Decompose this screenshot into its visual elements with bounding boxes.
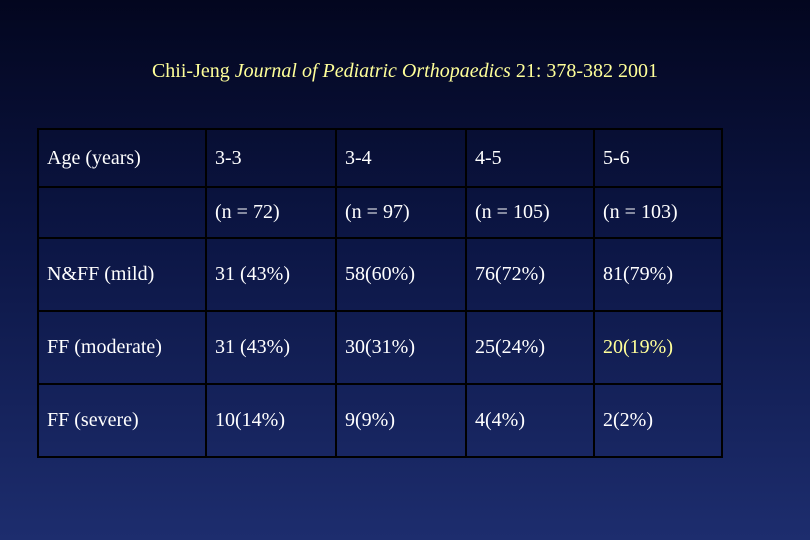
table-cell: Age (years): [37, 128, 207, 188]
table-cell: 31 (43%): [205, 310, 337, 385]
table-cell: (n = 72): [205, 186, 337, 239]
table-cell: 58(60%): [335, 237, 467, 312]
table-cell: 2(2%): [593, 383, 723, 458]
table-row: N&FF (mild) 31 (43%) 58(60%) 76(72%) 81(79%): [37, 237, 723, 312]
table-cell: 25(24%): [465, 310, 595, 385]
table-cell: 20(19%): [593, 310, 723, 385]
table-cell: 10(14%): [205, 383, 337, 458]
table-cell: 3-3: [205, 128, 337, 188]
table-cell: (n = 103): [593, 186, 723, 239]
table-row: FF (moderate) 31 (43%) 30(31%) 25(24%) 20(19…: [37, 310, 723, 385]
table-cell: 76(72%): [465, 237, 595, 312]
table-cell: FF (severe): [37, 383, 207, 458]
table-cell: (n = 105): [465, 186, 595, 239]
journal: Journal of Pediatric Orthopaedics: [234, 60, 511, 82]
table-row: Age (years) 3-3 3-4 4-5 5-6: [37, 128, 723, 188]
table-cell: 3-4: [335, 128, 467, 188]
table-cell: 31 (43%): [205, 237, 337, 312]
author: Chii-Jeng: [151, 60, 230, 82]
data-table: Age (years) 3-3 3-4 4-5 5-6 (n = 72) (n = 97)(…: [37, 128, 723, 458]
table-cell: 30(31%): [335, 310, 467, 385]
table-cell: 81(79%): [593, 237, 723, 312]
table-cell: 9(9%): [335, 383, 467, 458]
details: 21: 378-382 2001: [515, 60, 659, 82]
table-row: (n = 72) (n = 97) (n = 105) (n = 103): [37, 186, 723, 239]
table-cell: N&FF (mild): [37, 237, 207, 312]
table-cell: 4(4%): [465, 383, 595, 458]
table-row: FF (severe) 10(14%) 9(9%) 4(4%) 2(2%): [37, 383, 723, 458]
citation: Chii-Jeng Journal of Pediatric Orthopaed…: [0, 60, 810, 83]
table-cell: 4-5: [465, 128, 595, 188]
table-cell: [37, 186, 207, 239]
table-cell: (n = 97): [335, 186, 467, 239]
table-cell: 5-6: [593, 128, 723, 188]
table-cell: FF (moderate): [37, 310, 207, 385]
